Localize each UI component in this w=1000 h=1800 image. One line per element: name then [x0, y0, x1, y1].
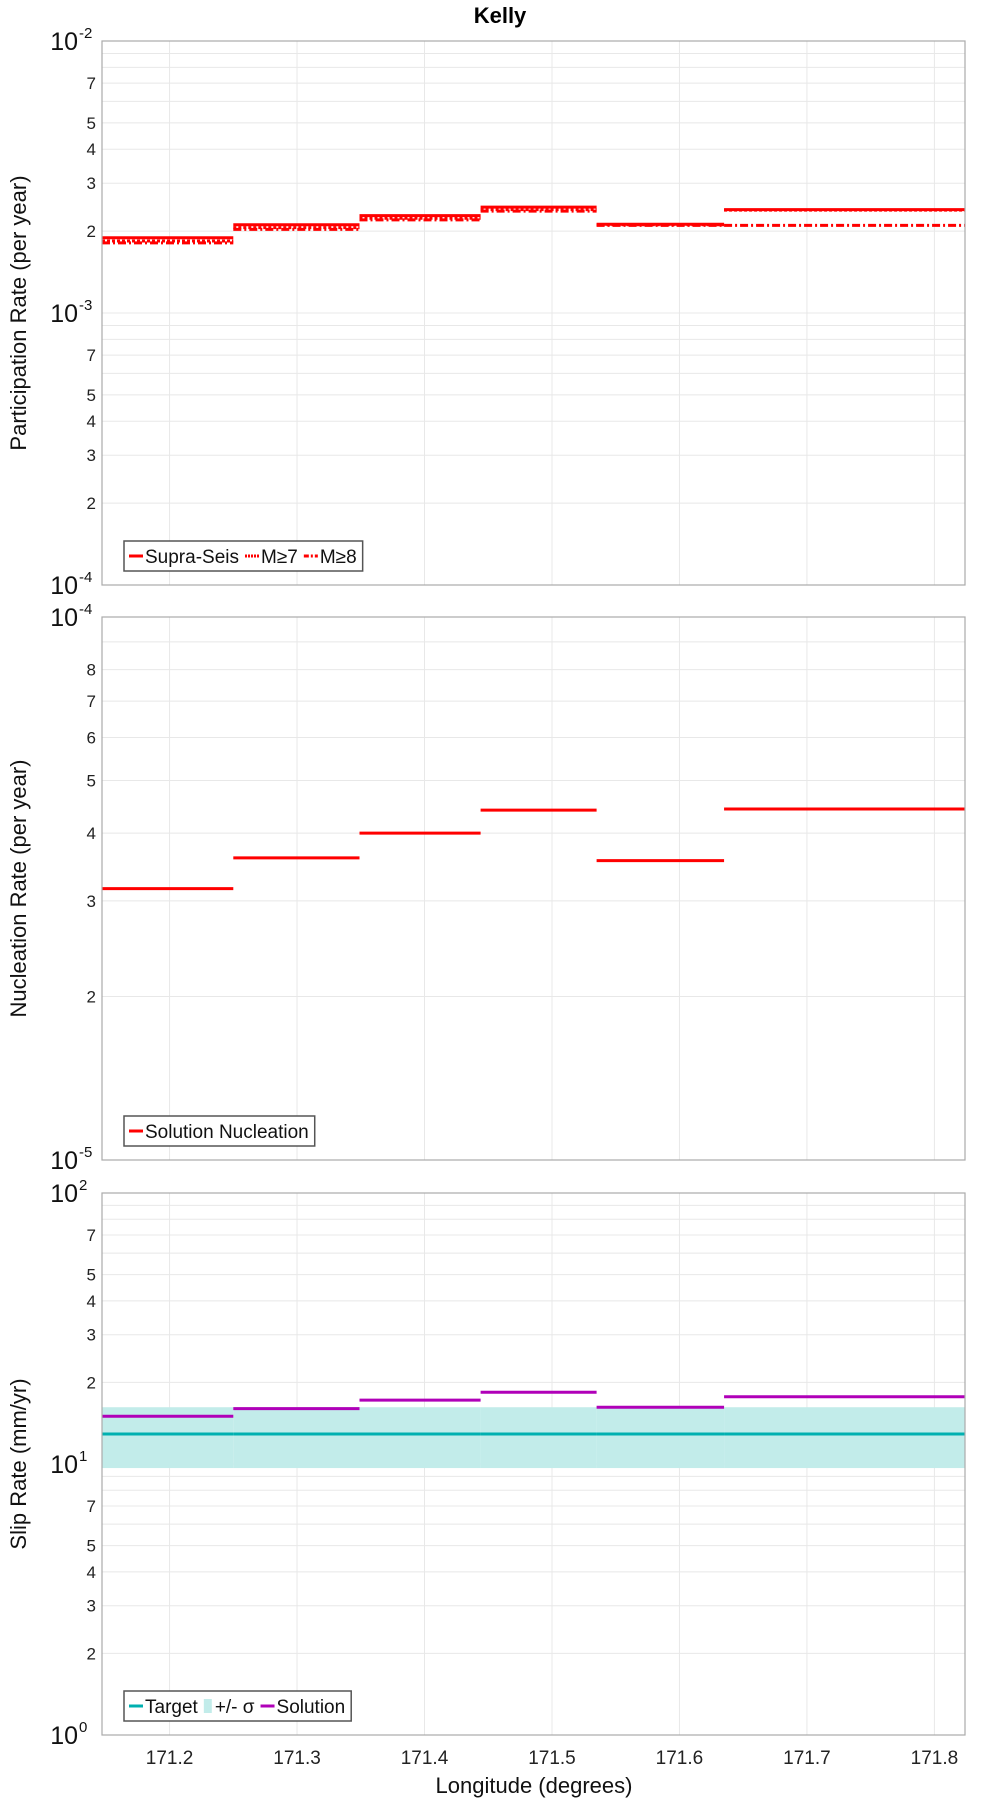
- plot-frame: [101, 40, 966, 586]
- y-tick-label: 7: [87, 1497, 96, 1516]
- x-tick-label: 171.5: [528, 1748, 576, 1769]
- y-tick-label: 4: [87, 824, 96, 843]
- legend-label: M≥8: [320, 547, 357, 568]
- y-tick-label: 3: [87, 1326, 96, 1345]
- sigma-band: [480, 1407, 597, 1469]
- legend-label: +/- σ: [215, 1697, 255, 1718]
- x-tick-label: 171.8: [911, 1748, 959, 1769]
- y-major-tick-label: 10: [50, 300, 78, 328]
- legend: Solution Nucleation: [123, 1115, 316, 1147]
- sigma-band: [233, 1407, 360, 1469]
- y-tick-label: 2: [87, 1373, 96, 1392]
- y-tick-label: 5: [87, 1266, 96, 1285]
- legend-box: [123, 540, 364, 572]
- legend: Target +/- σ Solution: [123, 1690, 352, 1722]
- x-axis-label: Longitude (degrees): [436, 1773, 633, 1798]
- y-major-tick-label: 10: [50, 604, 78, 632]
- y-axis-label: Participation Rate (per year): [6, 175, 31, 450]
- y-major-tick-label: 10: [50, 1451, 78, 1479]
- legend-swatch-band: [203, 1699, 212, 1713]
- x-tick-label: 171.7: [783, 1748, 831, 1769]
- y-major-tick-exponent: -4: [79, 569, 92, 586]
- y-tick-label: 2: [87, 222, 96, 241]
- plot-frame: [101, 616, 966, 1161]
- y-tick-label: 5: [87, 386, 96, 405]
- y-axis-label: Slip Rate (mm/yr): [6, 1378, 31, 1549]
- chart-title: Kelly: [474, 3, 527, 28]
- legend-label: M≥7: [261, 547, 298, 568]
- y-major-tick-exponent: -5: [79, 1144, 92, 1161]
- y-tick-label: 8: [87, 661, 96, 680]
- y-major-tick-label: 10: [50, 1722, 78, 1750]
- y-tick-label: 4: [87, 140, 96, 159]
- y-major-tick-label: 10: [50, 1180, 78, 1208]
- y-axis-label: Nucleation Rate (per year): [6, 759, 31, 1017]
- y-major-tick-label: 10: [50, 572, 78, 600]
- y-major-tick-exponent: -4: [79, 601, 92, 618]
- y-tick-label: 2: [87, 988, 96, 1007]
- y-tick-label: 5: [87, 1537, 96, 1556]
- plot-frame: [101, 1192, 966, 1736]
- y-tick-label: 4: [87, 1292, 96, 1311]
- legend-label: Solution: [277, 1697, 346, 1718]
- y-major-tick-exponent: -2: [79, 25, 92, 42]
- legend-box: [123, 1115, 316, 1147]
- y-major-tick-label: 10: [50, 1147, 78, 1175]
- y-major-tick-label: 10: [50, 28, 78, 56]
- y-major-tick-exponent: 1: [79, 1448, 87, 1465]
- x-tick-label: 171.4: [401, 1748, 449, 1769]
- sigma-band: [724, 1407, 965, 1469]
- sigma-band: [359, 1407, 481, 1469]
- legend-box: [123, 1690, 352, 1722]
- x-tick-label: 171.3: [273, 1748, 321, 1769]
- y-tick-label: 3: [87, 446, 96, 465]
- legend: Supra-Seis M≥7 M≥8: [123, 540, 364, 572]
- y-tick-label: 7: [87, 74, 96, 93]
- y-tick-label: 4: [87, 412, 96, 431]
- y-tick-label: 4: [87, 1563, 96, 1582]
- y-tick-label: 7: [87, 346, 96, 365]
- legend-label: Supra-Seis: [145, 547, 239, 568]
- y-tick-label: 5: [87, 771, 96, 790]
- y-tick-label: 7: [87, 1226, 96, 1245]
- x-tick-label: 171.6: [656, 1748, 704, 1769]
- y-tick-label: 3: [87, 1597, 96, 1616]
- y-tick-label: 5: [87, 114, 96, 133]
- y-tick-label: 6: [87, 728, 96, 747]
- sigma-band: [596, 1407, 725, 1469]
- y-major-tick-exponent: -3: [79, 297, 92, 314]
- y-tick-label: 2: [87, 494, 96, 513]
- y-major-tick-exponent: 2: [79, 1177, 87, 1194]
- y-tick-label: 3: [87, 174, 96, 193]
- x-tick-label: 171.2: [146, 1748, 194, 1769]
- y-tick-label: 7: [87, 692, 96, 711]
- legend-label: Solution Nucleation: [145, 1122, 309, 1143]
- y-tick-label: 3: [87, 892, 96, 911]
- legend-label: Target: [145, 1697, 199, 1718]
- y-tick-label: 2: [87, 1644, 96, 1663]
- y-major-tick-exponent: 0: [79, 1719, 87, 1736]
